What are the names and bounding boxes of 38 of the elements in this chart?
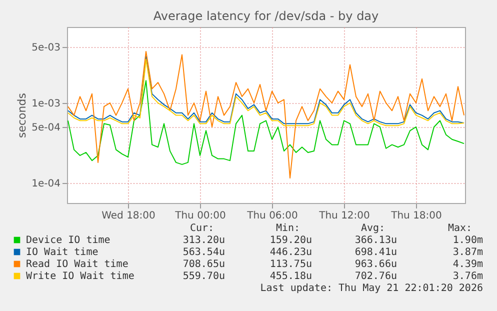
text: 963.66u	[354, 259, 397, 270]
text: 366.13u	[354, 235, 397, 246]
line-series	[68, 50, 464, 179]
x-tick-label: Wed 18:00	[102, 210, 156, 222]
x-tick-label: Thu 18:00	[390, 210, 442, 222]
text: 446.23u	[270, 247, 312, 258]
legend-label: Write IO Wait time	[26, 271, 134, 282]
y-tick-label: 5e-03	[32, 42, 60, 54]
text: Min:	[276, 223, 300, 234]
x-tick-label: Thu 00:00	[174, 210, 226, 222]
text: 563.54u	[182, 247, 225, 258]
text: 702.76u	[354, 271, 397, 282]
legend-label: IO Wait time	[26, 247, 98, 258]
text: Cur:	[190, 223, 214, 234]
text: 559.70u	[182, 271, 225, 282]
text: 159.20u	[270, 235, 312, 246]
text: 455.18u	[270, 271, 312, 282]
legend-label: Read IO Wait time	[26, 259, 128, 270]
legend-label: Device IO time	[26, 235, 110, 246]
text: Max:	[448, 223, 472, 234]
text: 698.41u	[354, 247, 397, 258]
line-series	[68, 80, 464, 165]
text: 708.65u	[182, 259, 225, 270]
y-tick-label: 5e-04	[32, 122, 60, 134]
text: Last update: Thu May 21 22:01:20 2026	[260, 283, 483, 294]
x-tick-label: Thu 06:00	[246, 210, 298, 222]
text: 1.90m	[452, 235, 483, 246]
chart-title: Average latency for /dev/sda - by day	[153, 9, 379, 23]
text: 113.75u	[270, 259, 312, 270]
y-tick-label: 1e-03	[32, 98, 60, 110]
y-tick-label: 1e-04	[32, 178, 60, 190]
y-axis-title: seconds	[16, 92, 29, 138]
text: 313.20u	[182, 235, 225, 246]
text: 3.76m	[452, 271, 483, 282]
text: 3.87m	[452, 247, 483, 258]
text: 4.39m	[452, 259, 483, 270]
x-tick-label: Thu 12:00	[318, 210, 370, 222]
text: Avg:	[360, 223, 386, 234]
